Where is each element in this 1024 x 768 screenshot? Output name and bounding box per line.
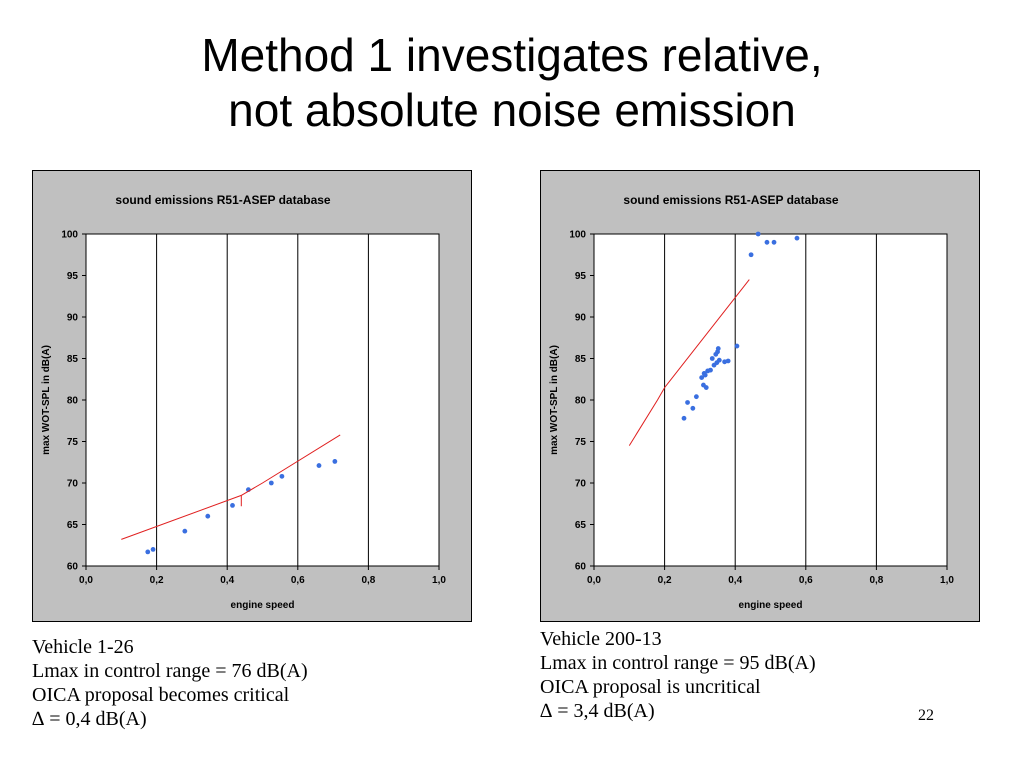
data-point: [709, 356, 715, 361]
caption-left-line: ∆ = 0,4 dB(A): [32, 708, 147, 730]
caption-left: Vehicle 1-26 Lmax in control range = 76 …: [32, 635, 308, 731]
caption-right: Vehicle 200-13 Lmax in control range = 9…: [540, 627, 816, 723]
page-number: 22: [918, 707, 934, 724]
chart-title: sound emissions R51-ASEP database: [623, 193, 839, 207]
chart-right-svg: sound emissions R51-ASEP database 0,0 0,2 0…: [549, 193, 954, 611]
caption-right-line: OICA proposal is uncritical: [540, 676, 761, 698]
chart-title: sound emissions R51-ASEP database: [115, 193, 331, 207]
tick-label-x: 1,0: [432, 575, 446, 586]
caption-left-line: Vehicle 1-26: [32, 636, 134, 658]
caption-right-line: Lmax in control range = 95 dB(A): [540, 652, 816, 674]
tick-label-y: 100: [61, 230, 78, 241]
data-point: [755, 231, 761, 237]
tick-label-y: 85: [67, 354, 79, 365]
chart-left: sound emissions R51-ASEP database 0,0 0,2 0…: [32, 170, 472, 622]
caption-left-line: OICA proposal becomes critical: [32, 684, 290, 706]
caption-left-line: Lmax in control range = 76 dB(A): [32, 660, 308, 682]
tick-label-y: 85: [575, 354, 587, 365]
data-point: [771, 239, 777, 245]
data-point: [725, 358, 731, 364]
data-point: [230, 503, 235, 508]
caption-right-line: Vehicle 200-13: [540, 628, 662, 650]
data-point: [764, 239, 770, 245]
slide-title-line-1: Method 1 investigates relative,: [201, 29, 823, 81]
tick-label-y: 95: [575, 271, 587, 282]
data-point: [279, 473, 285, 479]
plot-area: [85, 233, 440, 567]
tick-label-y: 65: [575, 520, 587, 531]
tick-label-y: 60: [67, 562, 79, 573]
data-point: [708, 367, 713, 373]
tick-label-y: 80: [67, 396, 79, 407]
tick-label-y: 95: [67, 271, 79, 282]
tick-label-y: 75: [575, 437, 587, 448]
tick-label-y: 70: [575, 479, 587, 490]
data-point: [693, 394, 699, 400]
tick-label-x: 0,0: [587, 575, 601, 586]
axis-label-x: engine speed: [231, 600, 295, 611]
data-point: [268, 480, 274, 486]
axis-label-y: max WOT-SPL in dB(A): [41, 345, 52, 455]
tick-label-y: 65: [67, 520, 79, 531]
tick-label-x: 0,6: [799, 575, 813, 586]
tick-label-y: 60: [575, 562, 587, 573]
slide-title: Method 1 investigates relative, not abso…: [0, 28, 1024, 138]
data-point: [332, 459, 338, 464]
tick-label-x: 0,2: [658, 575, 672, 586]
data-point: [150, 547, 156, 552]
tick-label-y: 75: [67, 437, 79, 448]
data-point: [715, 346, 721, 351]
data-point: [734, 343, 740, 349]
data-point: [716, 357, 722, 363]
slide-title-line-2: not absolute noise emission: [228, 84, 796, 136]
tick-label-y: 90: [67, 313, 79, 324]
caption-right-line: ∆ = 3,4 dB(A): [540, 700, 655, 722]
limit-line: [628, 279, 750, 446]
axis-label-y: max WOT-SPL in dB(A): [549, 345, 560, 455]
tick-label-y: 80: [575, 396, 587, 407]
tick-label-x: 0,4: [728, 575, 742, 586]
data-point: [182, 528, 188, 534]
data-point: [681, 415, 687, 421]
tick-label-y: 70: [67, 479, 79, 490]
data-point: [205, 513, 211, 519]
data-point: [145, 549, 151, 555]
data-point: [703, 385, 709, 390]
tick-label-x: 1,0: [940, 575, 954, 586]
tick-label-y: 100: [569, 230, 586, 241]
data-point: [690, 405, 696, 411]
chart-right: sound emissions R51-ASEP database 0,0 0,2 0…: [540, 170, 980, 622]
tick-label-x: 0,8: [361, 575, 375, 586]
tick-label-y: 90: [575, 313, 587, 324]
tick-label-x: 0,2: [150, 575, 164, 586]
limit-line: [121, 434, 341, 540]
tick-label-x: 0,0: [79, 575, 93, 586]
tick-label-x: 0,6: [291, 575, 305, 586]
data-point: [794, 235, 800, 241]
plot-area: [593, 233, 948, 567]
tick-label-x: 0,4: [220, 575, 234, 586]
data-point: [316, 463, 322, 468]
chart-left-svg: sound emissions R51-ASEP database 0,0 0,2 0…: [41, 193, 446, 611]
axis-label-x: engine speed: [739, 600, 803, 611]
data-point: [702, 372, 708, 378]
tick-label-x: 0,8: [869, 575, 883, 586]
data-point: [685, 400, 690, 405]
data-point: [699, 375, 705, 380]
data-point: [748, 252, 754, 258]
